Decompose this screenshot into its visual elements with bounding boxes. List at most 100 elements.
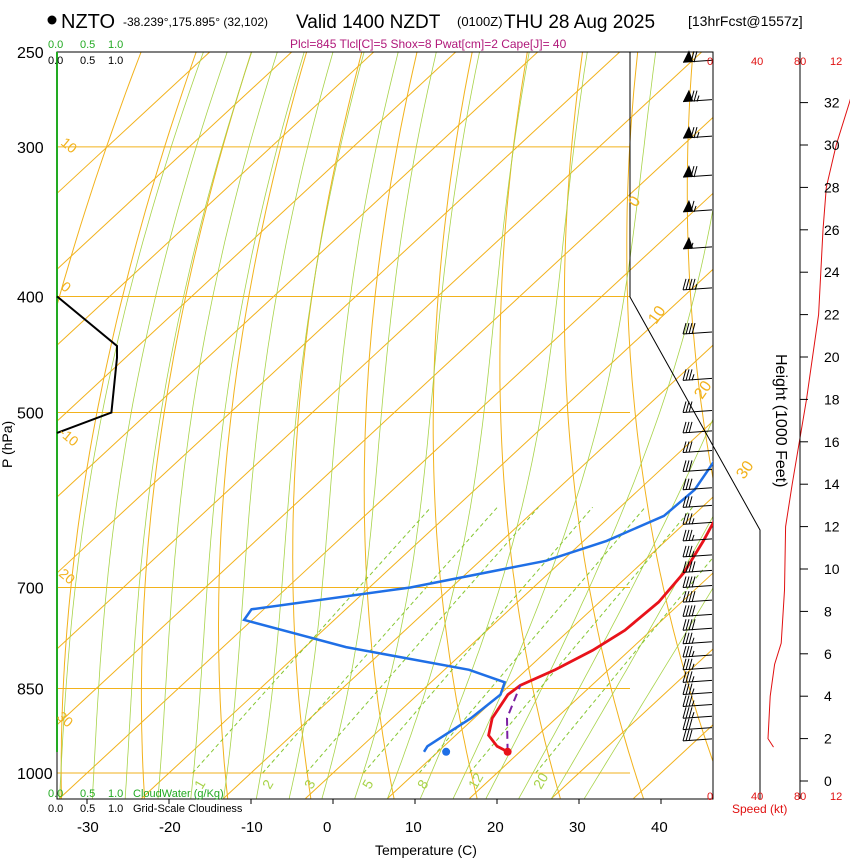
barb-flag — [688, 683, 693, 695]
barb-half-flag — [691, 374, 695, 381]
wind-barb — [682, 683, 713, 696]
height-tick-label: 12 — [824, 519, 840, 535]
mixing-ratio-line — [535, 556, 713, 774]
barb-pennant — [683, 199, 693, 212]
barb-staff — [682, 468, 713, 472]
wind-panel — [682, 50, 850, 748]
barb-staff — [682, 538, 713, 542]
dry-adiabat — [626, 52, 713, 763]
height-tick-label: 26 — [824, 222, 840, 238]
barb-flag — [691, 576, 696, 588]
barb-staff — [682, 738, 713, 742]
barb-staff — [682, 613, 713, 617]
barb-flag — [693, 90, 698, 102]
barb-flag — [685, 545, 690, 558]
height-tick-label: 2 — [824, 731, 832, 747]
cloudiness-tick-top: 0.0 — [48, 55, 63, 67]
wind-barb — [682, 707, 713, 719]
x-tick-label: 0 — [323, 819, 331, 836]
moist-adiabat — [256, 52, 365, 799]
moist-adiabat — [551, 515, 713, 799]
moist-adiabat — [485, 206, 713, 799]
barb-staff — [682, 487, 713, 491]
barb-flag — [685, 441, 690, 453]
barb-half-flag — [691, 663, 695, 670]
barb-staff — [682, 174, 713, 178]
wind-barb — [682, 460, 713, 472]
height-tick-label: 4 — [824, 688, 832, 704]
height-axis-title: Height (1000 Feet) — [772, 354, 789, 487]
barb-flag — [688, 278, 693, 291]
barb-flag — [685, 496, 690, 508]
barb-flag — [691, 561, 696, 573]
barb-flag — [682, 707, 687, 719]
dry-adiabat — [432, 52, 478, 799]
isotherm — [141, 268, 713, 799]
barb-half-flag — [691, 550, 695, 558]
mixing-ratio-line — [262, 506, 498, 774]
isotherm — [57, 52, 621, 574]
wind-barb — [682, 513, 713, 525]
wind-barb — [682, 619, 713, 631]
station-coords: -38.239°,175.895° (32,102) — [123, 15, 268, 29]
x-tick-label: 20 — [487, 819, 504, 836]
barb-staff — [682, 554, 713, 558]
barb-flag — [685, 460, 690, 472]
speed-tick-label-bottom: 80 — [794, 791, 806, 803]
barb-pennant — [683, 89, 693, 102]
barb-pennant — [683, 165, 693, 178]
cloudwater-tick-bottom: 0.0 — [48, 788, 63, 800]
barb-staff — [682, 641, 713, 645]
dry-adiabat — [218, 52, 308, 799]
barb-flag — [685, 401, 690, 413]
isotherm — [305, 420, 713, 799]
barb-pennant — [683, 126, 693, 139]
temperature-profile — [487, 520, 713, 754]
wind-barb — [682, 369, 713, 381]
moist-adiabat — [157, 52, 278, 799]
barb-flag — [682, 683, 687, 695]
barb-flag — [682, 619, 687, 631]
wind-barb — [682, 695, 713, 708]
barb-half-flag — [691, 534, 695, 542]
dry-adiabat-label: 10 — [645, 303, 669, 327]
barb-flag — [682, 460, 687, 472]
barb-flag — [688, 496, 693, 508]
height-tick-label: 0 — [824, 773, 832, 789]
barb-flag — [691, 619, 696, 631]
barb-flag — [688, 529, 693, 542]
barb-flag — [685, 658, 690, 670]
cloudwater-tick-top: 0.0 — [48, 39, 63, 51]
barb-pennant — [683, 50, 693, 63]
barb-flag — [685, 529, 690, 542]
barb-flag — [685, 278, 690, 291]
wind-barb — [682, 729, 713, 742]
valid-time: Valid 1400 NZDT — [296, 12, 441, 33]
barb-flag — [682, 278, 687, 291]
height-tick-label: 6 — [824, 646, 832, 662]
dry-adiabat — [140, 52, 252, 799]
cloudiness-tick-top: 0.5 — [80, 55, 95, 67]
parcel-path — [505, 685, 522, 752]
height-tick-label: 30 — [824, 137, 840, 153]
cloudiness-tick-bottom: 0.0 — [48, 803, 63, 815]
wind-barb — [682, 236, 713, 250]
barb-flag — [682, 441, 687, 453]
barb-staff — [682, 246, 713, 250]
cloud-panel — [56, 295, 118, 434]
isotherm-label: -10 — [56, 424, 82, 449]
barb-flag — [688, 658, 693, 670]
x-tick-label: 40 — [651, 819, 668, 836]
barb-flag — [685, 671, 690, 683]
barb-flag — [690, 51, 695, 63]
mixing-ratio-label: 2 — [259, 777, 277, 792]
y-axis-title: P (hPa) — [0, 421, 15, 468]
moist-adiabat — [190, 52, 305, 799]
speed-tick-label-bottom: 40 — [751, 791, 763, 803]
barb-flag — [685, 707, 690, 719]
barb-flag — [690, 200, 695, 213]
barb-staff — [682, 430, 713, 434]
barb-staff — [682, 667, 713, 671]
wind-barb — [682, 421, 713, 434]
